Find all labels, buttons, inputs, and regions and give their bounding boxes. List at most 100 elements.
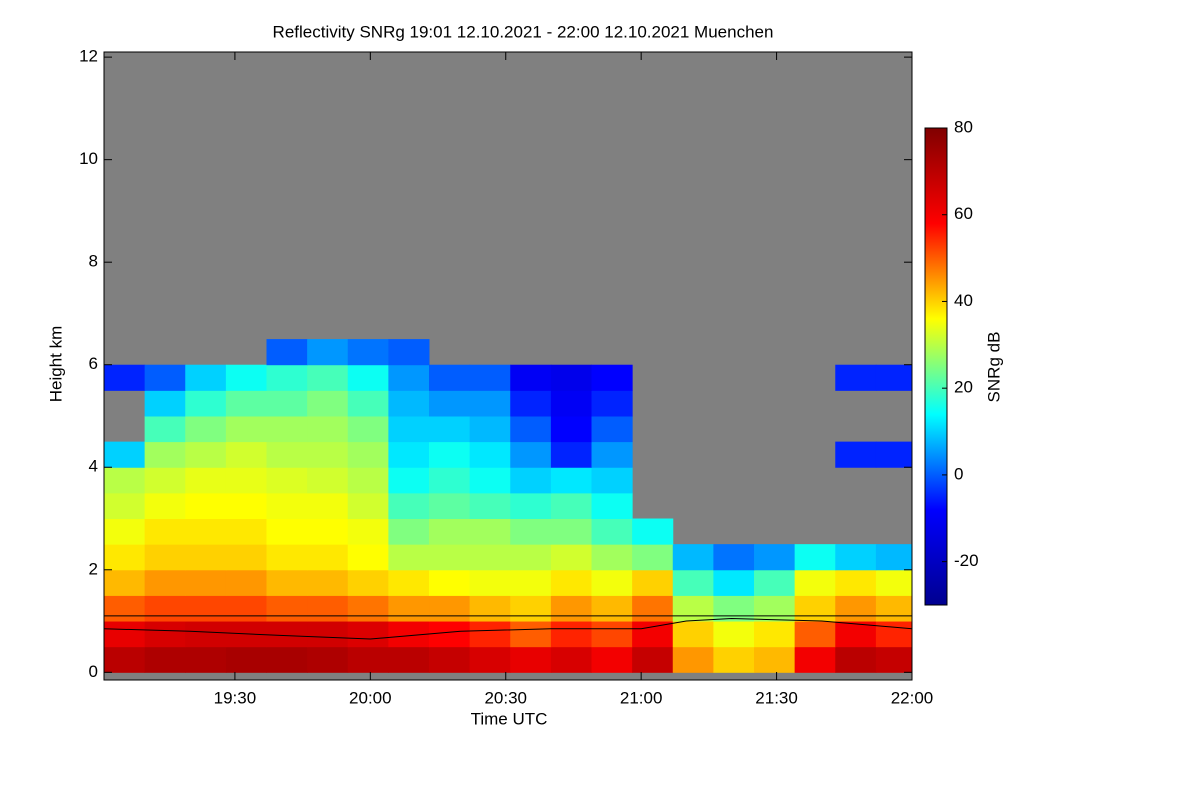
- heatmap-cell: [835, 646, 877, 673]
- heatmap-cell: [104, 621, 146, 648]
- heatmap-cell: [307, 441, 349, 468]
- heatmap-cell: [469, 467, 511, 494]
- y-tick-label: 8: [89, 252, 98, 271]
- heatmap-cell: [754, 544, 796, 571]
- heatmap-cell: [144, 467, 186, 494]
- heatmap-cell: [672, 544, 714, 571]
- heatmap-cell: [835, 544, 877, 571]
- heatmap-cell: [550, 364, 593, 391]
- heatmap-cell: [185, 646, 227, 673]
- heatmap-cell: [347, 492, 389, 520]
- heatmap-cell: [388, 569, 430, 596]
- heatmap-cell: [713, 544, 755, 571]
- heatmap-cell: [632, 569, 674, 596]
- heatmap-cell: [429, 544, 471, 571]
- heatmap-cell: [266, 518, 308, 545]
- heatmap-cell: [347, 569, 389, 596]
- heatmap-cell: [347, 390, 389, 417]
- heatmap-cell: [185, 569, 227, 596]
- heatmap-cell: [144, 569, 186, 596]
- heatmap-cell: [550, 544, 593, 571]
- heatmap-cell: [591, 390, 633, 417]
- x-tick-label: 21:00: [620, 688, 663, 707]
- y-tick-label: 10: [79, 149, 98, 168]
- heatmap-cell: [185, 595, 227, 622]
- colorbar-tick-label: 60: [954, 204, 973, 223]
- heatmap-cell: [144, 646, 186, 673]
- heatmap-cell: [550, 621, 593, 648]
- heatmap-cell: [266, 595, 308, 622]
- heatmap-cell: [510, 441, 552, 468]
- heatmap-cell: [632, 544, 674, 571]
- heatmap-cell: [388, 339, 430, 366]
- boundary-line: [103, 617, 913, 640]
- colorbar-tick-label: 40: [954, 291, 973, 310]
- heatmap-cell: [429, 595, 471, 622]
- heatmap-cell: [672, 569, 714, 596]
- heatmap-cell: [144, 595, 186, 622]
- heatmap-cell: [388, 467, 430, 494]
- heatmap-cell: [429, 467, 471, 494]
- heatmap-cell: [632, 646, 674, 673]
- heatmap-cell: [266, 364, 308, 391]
- heatmap-cell: [835, 595, 877, 622]
- heatmap-cell: [632, 518, 674, 545]
- heatmap-cell: [225, 595, 268, 622]
- heatmap-cell: [510, 390, 552, 417]
- heatmap-cell: [591, 415, 633, 443]
- heatmap-cell: [550, 518, 593, 545]
- heatmap-cell: [307, 467, 349, 494]
- heatmap-cell: [266, 467, 308, 494]
- heatmap-cell: [835, 441, 877, 468]
- heatmap-cell: [429, 646, 471, 673]
- heatmap-cell: [550, 492, 593, 520]
- heatmap-cell: [510, 544, 552, 571]
- y-tick-label: 6: [89, 354, 98, 373]
- heatmap-cell: [144, 621, 186, 648]
- heatmap-cell: [713, 595, 755, 622]
- heatmap-cell: [469, 544, 511, 571]
- heatmap-cell: [104, 646, 146, 673]
- heatmap-cell: [225, 492, 268, 520]
- heatmap-cell: [104, 441, 146, 468]
- heatmap-cell: [225, 569, 268, 596]
- heatmap-cell: [591, 569, 633, 596]
- heatmap-cell: [835, 569, 877, 596]
- heatmap-cell: [429, 621, 471, 648]
- heatmap-cell: [429, 390, 471, 417]
- heatmap-cell: [266, 544, 308, 571]
- colorbar: [924, 127, 948, 606]
- chart-title: Reflectivity SNRg 19:01 12.10.2021 - 22:…: [273, 22, 774, 41]
- heatmap-cell: [225, 390, 268, 417]
- heatmap-cell: [104, 364, 146, 391]
- heatmap-cell: [266, 621, 308, 648]
- heatmap-cell: [266, 415, 308, 443]
- heatmap-cell: [754, 569, 796, 596]
- heatmap-cell: [754, 646, 796, 673]
- heatmap-cell: [225, 467, 268, 494]
- heatmap-cell: [388, 544, 430, 571]
- heatmap-cell: [185, 544, 227, 571]
- heatmap-cell: [388, 415, 430, 443]
- heatmap-cell: [185, 621, 227, 648]
- heatmap-cell: [550, 595, 593, 622]
- heatmap-cell: [307, 621, 349, 648]
- heatmap-cell: [388, 364, 430, 391]
- heatmap-cell: [794, 646, 836, 673]
- heatmap-cell: [104, 492, 146, 520]
- heatmap-cell: [307, 595, 349, 622]
- x-tick-label: 20:30: [484, 688, 527, 707]
- heatmap-cell: [510, 595, 552, 622]
- heatmap-cell: [713, 569, 755, 596]
- heatmap-cell: [469, 621, 511, 648]
- heatmap-cell: [794, 569, 836, 596]
- heatmap-cell: [754, 595, 796, 622]
- heatmap-cell: [429, 518, 471, 545]
- heatmap-cell: [469, 390, 511, 417]
- heatmap-cell: [875, 364, 913, 391]
- y-axis-label: Height km: [46, 326, 65, 403]
- heatmap-cell: [307, 390, 349, 417]
- heatmap-cell: [632, 595, 674, 622]
- heatmap-cell: [225, 518, 268, 545]
- heatmap-cell: [185, 518, 227, 545]
